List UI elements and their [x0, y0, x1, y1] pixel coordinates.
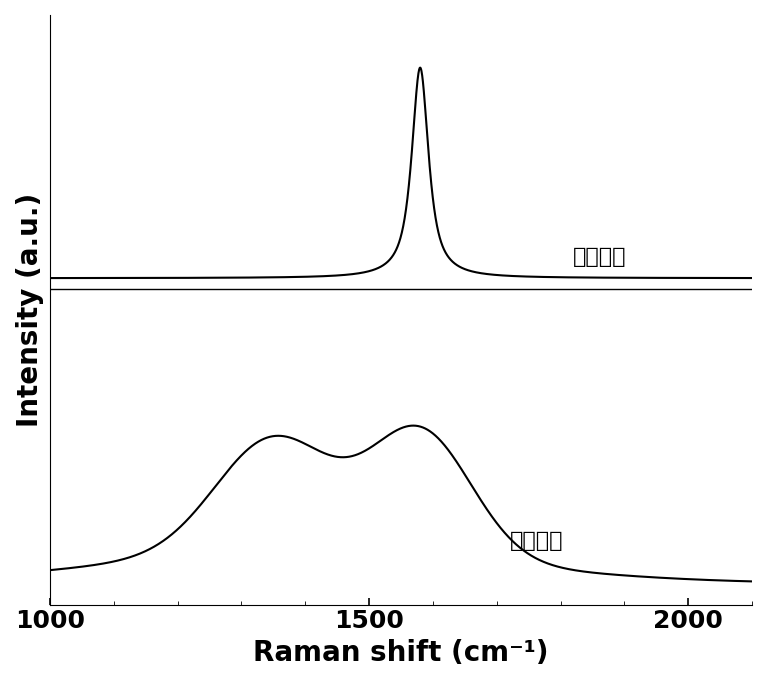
- X-axis label: Raman shift (cm⁻¹): Raman shift (cm⁻¹): [253, 639, 548, 667]
- Text: 低缺降层: 低缺降层: [573, 247, 627, 267]
- Text: 高缺降层: 高缺降层: [509, 531, 563, 552]
- Y-axis label: Intensity (a.u.): Intensity (a.u.): [16, 193, 44, 427]
